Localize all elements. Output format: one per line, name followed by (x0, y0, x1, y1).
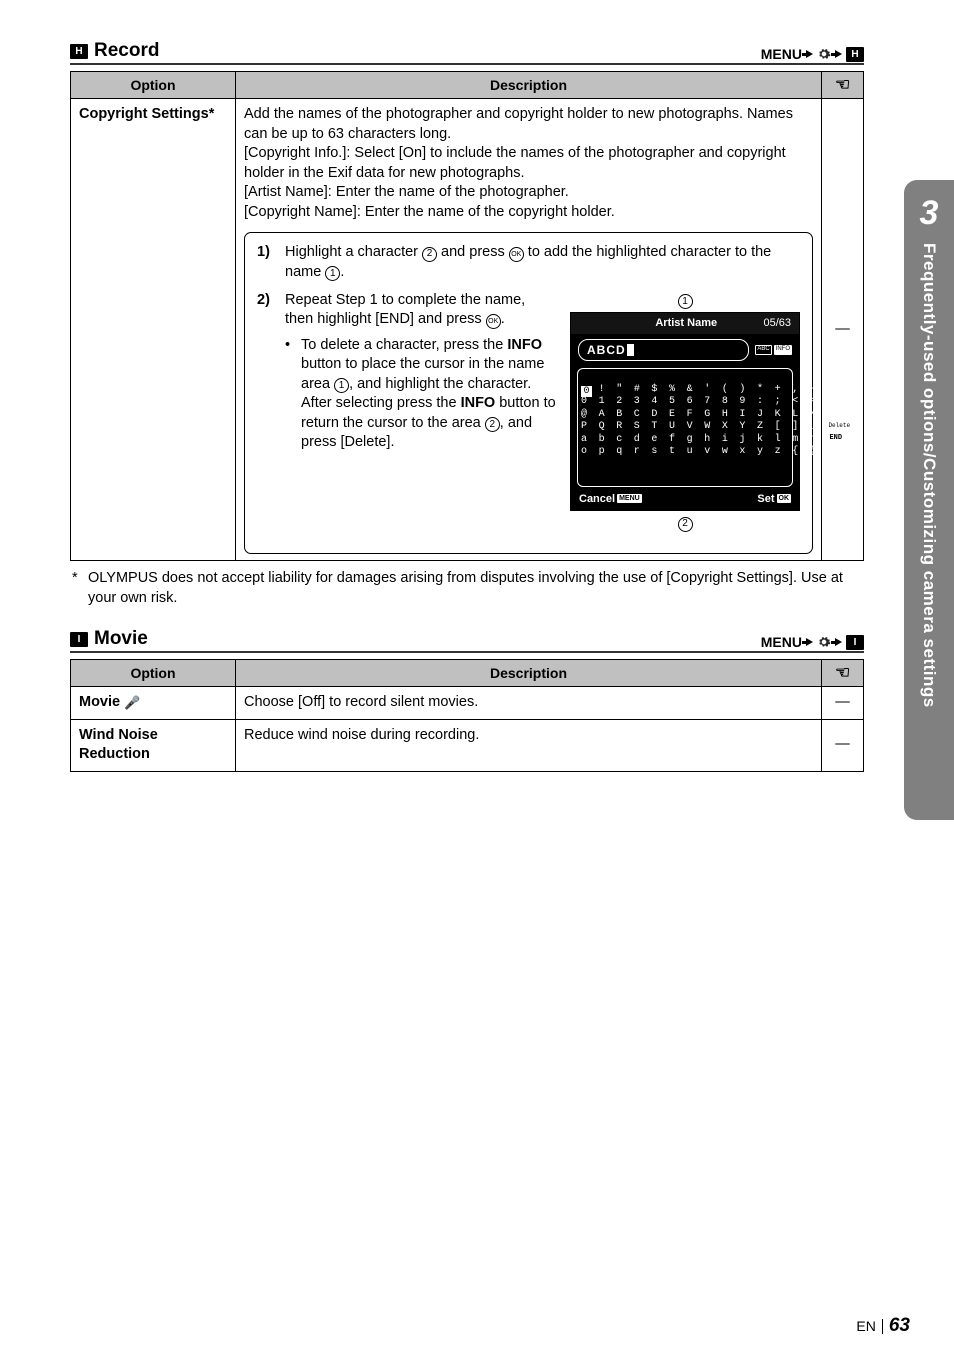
lcd-title: Artist Name (609, 316, 763, 331)
menu-path-movie: MENU I (761, 634, 864, 650)
step-body: Highlight a character 2 and press OK to … (285, 243, 800, 282)
step-2: 2) Repeat Step 1 to complete the name, t… (257, 291, 800, 534)
record-options-table: Option Description ☞ Copyright Settings*… (70, 71, 864, 561)
menu-path-record: MENU H (761, 46, 864, 62)
step-number: 1) (257, 243, 277, 282)
lcd-highlight: 0 (581, 386, 592, 397)
option-description: Reduce wind noise during recording. (236, 719, 822, 771)
ok-button-icon: OK (509, 247, 524, 262)
table-row: Wind Noise Reduction Reduce wind noise d… (71, 719, 864, 771)
hand-icon: ☞ (835, 663, 850, 683)
end-key-icon: END (827, 434, 844, 443)
movie-section-title: Movie (94, 628, 148, 650)
col-header-description: Description (236, 660, 822, 687)
col-header-option: Option (71, 72, 236, 99)
option-description: Choose [Off] to record silent movies. (236, 687, 822, 720)
lcd-input-field: ABCD (578, 339, 749, 361)
circled-2-icon: 2 (485, 417, 500, 432)
movie-options-table: Option Description ☞ Movie 🎤 Choose [Off… (70, 659, 864, 772)
page-number: 63 (889, 1315, 910, 1337)
lcd-preview: 1 Artist Name 05/63 AB (570, 291, 800, 534)
col-header-description: Description (236, 72, 822, 99)
steps-box: 1) Highlight a character 2 and press OK … (244, 232, 813, 554)
menu-badge-icon: MENU (617, 494, 642, 503)
gear-icon (817, 47, 831, 61)
bullet-delete-char: • To delete a character, press the INFO … (285, 336, 556, 453)
col-header-ref: ☞ (822, 72, 864, 99)
menu-target-icon: I (846, 635, 864, 650)
info-badge-icon: INFO (774, 345, 792, 354)
arrow-icon (835, 50, 842, 58)
hand-icon: ☞ (835, 75, 850, 95)
option-ref: — (822, 99, 864, 561)
option-ref: — (822, 719, 864, 771)
option-description: Add the names of the photographer and co… (236, 99, 822, 561)
gear-icon (817, 635, 831, 649)
ok-button-icon: OK (486, 314, 501, 329)
circled-1-icon: 1 (325, 266, 340, 281)
circled-1-icon: 1 (334, 378, 349, 393)
abc-badge-icon: ABC (755, 345, 771, 354)
section-header-record: H Record MENU H (70, 40, 864, 65)
table-row: Copyright Settings* Add the names of the… (71, 99, 864, 561)
footnote: * OLYMPUS does not accept liability for … (72, 569, 864, 608)
copyright-intro-text: Add the names of the photographer and co… (244, 105, 813, 222)
microphone-icon: 🎤 (124, 695, 140, 710)
arrow-icon (806, 638, 813, 646)
delete-key-icon: Delete (827, 422, 851, 430)
section-header-movie: I Movie MENU I (70, 628, 864, 653)
col-header-ref: ☞ (822, 660, 864, 687)
cursor-icon (627, 344, 634, 356)
circled-2-callout: 2 (678, 517, 693, 532)
movie-section-icon: I (70, 632, 88, 647)
footer-divider (882, 1319, 883, 1334)
chapter-title: Frequently-used options/Customizing came… (919, 243, 939, 708)
circled-2-icon: 2 (422, 247, 437, 262)
step-number: 2) (257, 291, 277, 534)
record-section-icon: H (70, 44, 88, 59)
page-footer: EN 63 (856, 1315, 910, 1337)
option-ref: — (822, 687, 864, 720)
arrow-icon (835, 638, 842, 646)
menu-label: MENU (761, 634, 802, 650)
menu-target-icon: H (846, 47, 864, 62)
asterisk-icon: * (72, 569, 82, 608)
lcd-char-grid: ␣ ! " # $ % & ' ( ) * + , - . / 0 1 2 3 … (577, 368, 793, 487)
col-header-option: Option (71, 660, 236, 687)
chapter-number: 3 (920, 194, 939, 233)
page-lang: EN (856, 1318, 875, 1334)
circled-1-callout: 1 (678, 294, 693, 309)
lcd-input-icons: ABC INFO (755, 345, 792, 354)
menu-label: MENU (761, 46, 802, 62)
record-section-title: Record (94, 40, 159, 62)
option-name: Movie 🎤 (71, 687, 236, 720)
lcd-cancel: CancelMENU (579, 492, 642, 507)
table-row: Movie 🎤 Choose [Off] to record silent mo… (71, 687, 864, 720)
arrow-icon (806, 50, 813, 58)
option-name: Wind Noise Reduction (71, 719, 236, 771)
lcd-set: SetOK (757, 492, 791, 507)
step-1: 1) Highlight a character 2 and press OK … (257, 243, 800, 282)
side-chapter-tab: 3 Frequently-used options/Customizing ca… (904, 180, 954, 820)
option-name: Copyright Settings* (71, 99, 236, 561)
step-body: Repeat Step 1 to complete the name, then… (285, 291, 800, 534)
lcd-counter: 05/63 (763, 316, 791, 331)
ok-badge-icon: OK (777, 494, 792, 503)
